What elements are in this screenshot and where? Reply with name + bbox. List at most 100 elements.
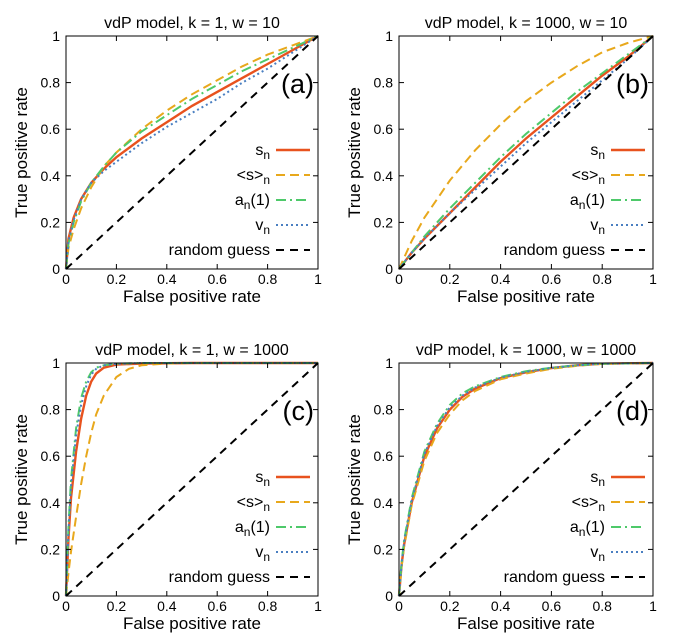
x-tick-label: 0.6 xyxy=(207,271,227,287)
legend-entry-label: <s>n xyxy=(237,494,270,514)
x-tick-label: 0.2 xyxy=(440,598,460,614)
legend-entry-label: an(1) xyxy=(570,519,605,539)
y-tick-label: 0.8 xyxy=(41,402,61,418)
panel-d: vdP model, k = 1000, w = 1000 0 0.2 0.4 0.6 0… xyxy=(345,342,657,633)
y-tick-label: 0.6 xyxy=(41,121,61,137)
y-tick-label: 0.4 xyxy=(374,495,394,511)
legend-entry-label: random guess xyxy=(504,569,605,586)
y-tick-label: 0.2 xyxy=(41,214,61,230)
x-tick-label: 0.2 xyxy=(440,271,460,287)
y-axis-label: True positive rate xyxy=(345,414,364,545)
x-tick-label: 0 xyxy=(395,271,403,287)
y-axis-label: True positive rate xyxy=(12,414,31,545)
y-tick-label: 0.6 xyxy=(374,448,394,464)
x-axis-label: False positive rate xyxy=(457,614,595,633)
legend-entry-label: sn xyxy=(255,142,270,162)
series-line-4 xyxy=(65,35,319,270)
x-tick-label: 0.6 xyxy=(207,598,227,614)
y-tick-label: 0.4 xyxy=(374,168,394,184)
legend-entry-label: vn xyxy=(255,544,270,564)
x-tick-label: 0.4 xyxy=(157,598,177,614)
legend-entry-label: random guess xyxy=(504,242,605,259)
series-line-2 xyxy=(398,35,654,270)
plot-frame xyxy=(398,362,654,597)
legend-entry-label: vn xyxy=(590,217,605,237)
x-tick-label: 1 xyxy=(649,598,657,614)
legend: sn <s>n an(1) vn random guess xyxy=(169,469,310,586)
x-axis-label: False positive rate xyxy=(457,287,595,306)
panel-tag: (b) xyxy=(616,69,649,99)
y-tick-label: 0.2 xyxy=(374,541,394,557)
x-tick-label: 1 xyxy=(314,271,322,287)
panel-tag: (a) xyxy=(281,69,314,99)
y-tick-label: 0 xyxy=(52,261,60,277)
x-tick-label: 0.6 xyxy=(542,271,562,287)
series-line-1 xyxy=(65,362,318,597)
x-tick-label: 0.4 xyxy=(157,271,177,287)
y-tick-label: 0.8 xyxy=(374,75,394,91)
x-tick-label: 0 xyxy=(62,271,70,287)
y-tick-label: 1 xyxy=(52,355,60,371)
x-tick-label: 0.2 xyxy=(107,271,127,287)
y-tick-label: 0.6 xyxy=(374,121,394,137)
panel-c: vdP model, k = 1, w = 1000 0 0.2 0.4 0.6 0.8 1… xyxy=(12,342,322,633)
legend-entry-label: an(1) xyxy=(570,192,605,212)
legend-entry-label: sn xyxy=(255,469,270,489)
legend-entry-label: an(1) xyxy=(235,519,270,539)
legend-entry-label: sn xyxy=(590,142,605,162)
legend-entry-label: random guess xyxy=(169,569,270,586)
y-tick-label: 0 xyxy=(385,261,393,277)
x-tick-label: 0 xyxy=(62,598,70,614)
panel-tag: (c) xyxy=(283,396,314,426)
y-tick-label: 0.4 xyxy=(41,495,61,511)
x-tick-label: 0 xyxy=(395,598,403,614)
x-tick-label: 1 xyxy=(649,271,657,287)
x-tick-label: 1 xyxy=(314,598,322,614)
legend-entry-label: vn xyxy=(255,217,270,237)
x-tick-label: 0.4 xyxy=(491,271,511,287)
chart-title: vdP model, k = 1000, w = 10 xyxy=(425,15,628,32)
y-tick-label: 1 xyxy=(52,28,60,44)
y-tick-label: 0 xyxy=(385,588,393,604)
series-line-2 xyxy=(65,35,319,270)
series-line-1 xyxy=(65,35,319,270)
panel-b: vdP model, k = 1000, w = 10 0 0.2 0.4 0.6 0.8… xyxy=(345,15,657,306)
x-axis-label: False positive rate xyxy=(123,614,261,633)
y-tick-label: 1 xyxy=(385,355,393,371)
y-tick-label: 0.2 xyxy=(374,214,394,230)
legend-entry-label: <s>n xyxy=(572,494,605,514)
legend: sn <s>n an(1) vn random guess xyxy=(169,142,310,259)
plot-frame xyxy=(65,362,319,597)
legend-entry-label: sn xyxy=(590,469,605,489)
series-line-4 xyxy=(398,35,654,270)
chart-title: vdP model, k = 1000, w = 1000 xyxy=(416,342,636,359)
legend-entry-label: random guess xyxy=(169,242,270,259)
y-axis-label: True positive rate xyxy=(345,87,364,218)
x-tick-label: 0.8 xyxy=(258,271,278,287)
y-tick-label: 0.8 xyxy=(374,402,394,418)
x-tick-label: 0.2 xyxy=(107,598,127,614)
series-line-3 xyxy=(65,35,319,270)
series-line-2 xyxy=(65,362,318,597)
legend: sn <s>n an(1) vn random guess xyxy=(504,142,645,259)
y-axis-label: True positive rate xyxy=(12,87,31,218)
y-tick-label: 0.8 xyxy=(41,75,61,91)
panel-tag: (d) xyxy=(616,396,649,426)
legend-entry-label: vn xyxy=(590,544,605,564)
x-tick-label: 0.4 xyxy=(491,598,511,614)
chart-title: vdP model, k = 1, w = 1000 xyxy=(95,342,289,359)
series-line-3 xyxy=(398,362,654,597)
x-tick-label: 0.8 xyxy=(592,598,612,614)
series-line-4 xyxy=(398,362,654,597)
x-tick-label: 0.8 xyxy=(592,271,612,287)
y-tick-label: 1 xyxy=(385,28,393,44)
series-line-4 xyxy=(65,362,319,597)
panel-a: vdP model, k = 1, w = 10 0 0.2 0.4 0.6 0.8 1 0 0… xyxy=(12,15,322,306)
series-line-0 xyxy=(64,34,319,270)
x-axis-label: False positive rate xyxy=(123,287,261,306)
legend: sn <s>n an(1) vn random guess xyxy=(504,469,645,586)
y-tick-label: 0.2 xyxy=(41,541,61,557)
legend-entry-label: <s>n xyxy=(237,167,270,187)
chart-title: vdP model, k = 1, w = 10 xyxy=(104,15,280,32)
